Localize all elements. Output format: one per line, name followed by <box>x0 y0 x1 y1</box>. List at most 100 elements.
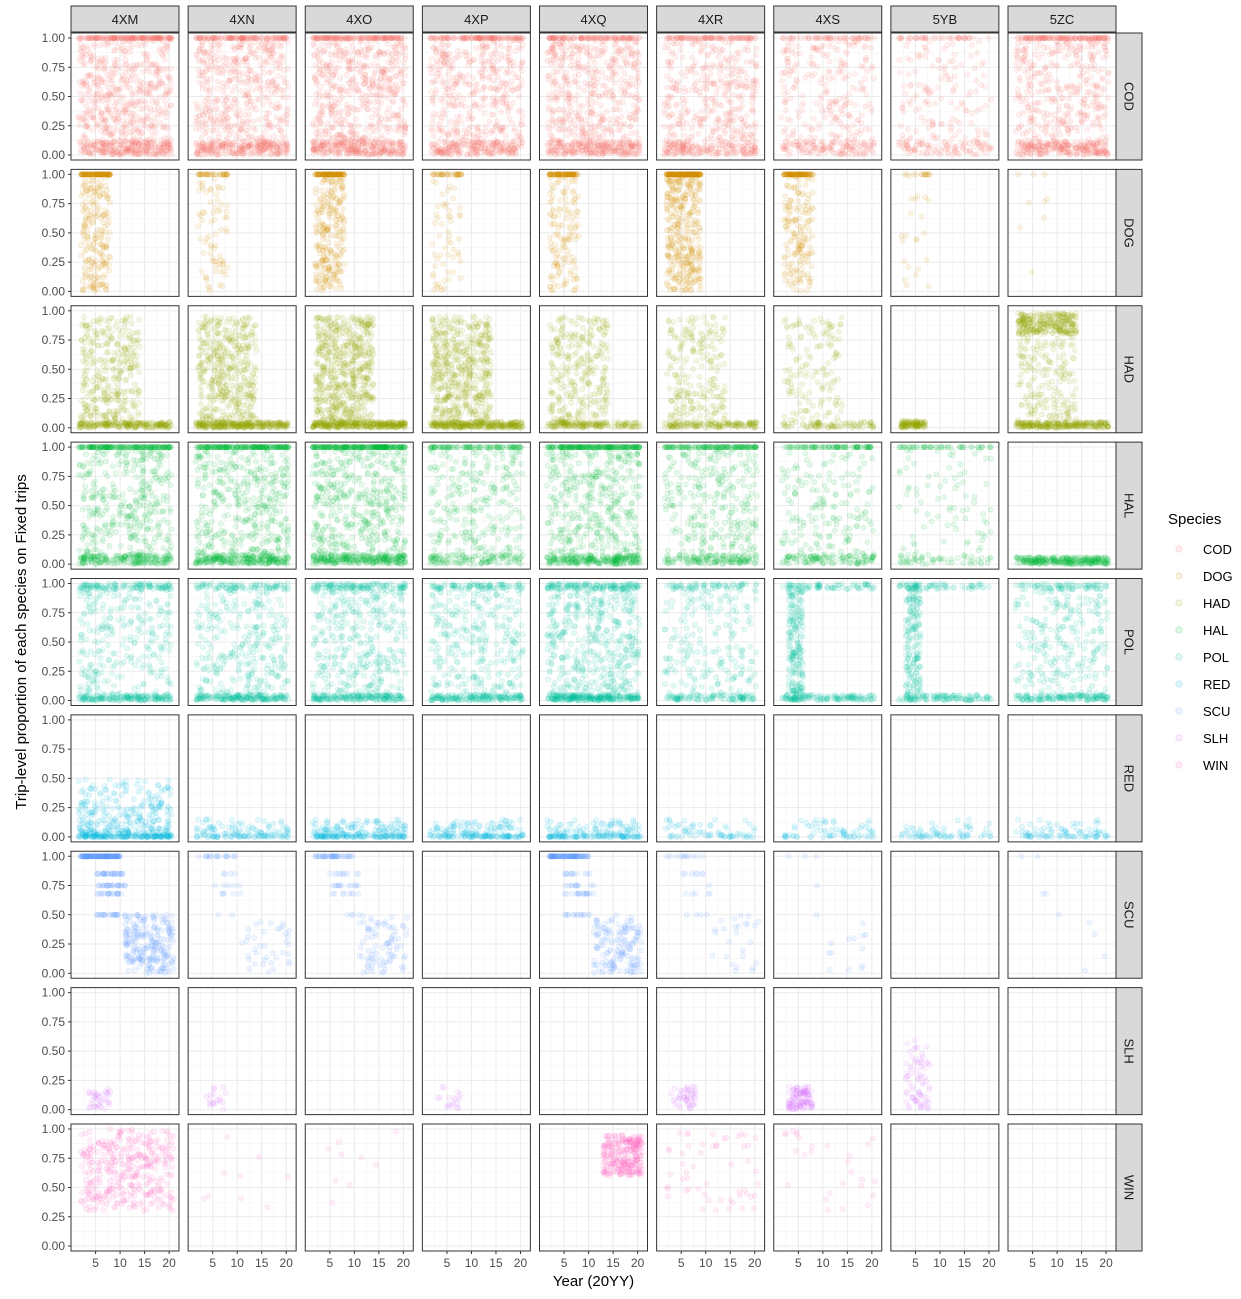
data-point <box>223 98 228 103</box>
data-point <box>327 139 332 144</box>
data-point <box>388 61 393 66</box>
data-point <box>95 91 100 96</box>
data-point <box>114 66 119 71</box>
data-point <box>197 49 202 54</box>
data-point <box>492 48 497 53</box>
data-point <box>492 142 497 147</box>
data-point <box>392 93 397 98</box>
data-point <box>518 77 523 82</box>
data-point <box>105 85 110 90</box>
data-point <box>398 71 403 76</box>
y-tick-label: 0.75 <box>42 60 66 74</box>
data-point <box>392 127 397 132</box>
data-point <box>349 105 354 110</box>
data-point <box>499 52 504 57</box>
data-point <box>331 142 336 147</box>
data-point <box>471 75 476 80</box>
data-point <box>471 132 476 137</box>
data-point <box>126 146 131 151</box>
data-point <box>262 58 267 63</box>
data-point <box>483 67 488 72</box>
data-point <box>134 73 139 78</box>
data-point <box>323 93 328 98</box>
data-point <box>104 127 109 132</box>
data-point <box>242 92 247 97</box>
data-point <box>320 104 325 109</box>
data-point <box>87 74 92 79</box>
data-point <box>168 35 173 40</box>
data-point <box>360 92 365 97</box>
data-point <box>365 42 370 47</box>
column-strip-label: 4XM <box>112 12 139 27</box>
data-point <box>199 135 204 140</box>
data-point <box>147 127 152 132</box>
data-point <box>376 99 381 104</box>
data-point <box>452 127 457 132</box>
data-point <box>218 121 223 126</box>
data-point <box>441 107 446 112</box>
data-point <box>317 63 322 68</box>
data-point <box>435 61 440 66</box>
data-point <box>463 53 468 58</box>
y-tick-label: 0.25 <box>42 119 66 133</box>
data-point <box>285 113 290 118</box>
data-point <box>84 124 89 129</box>
data-point <box>492 71 497 76</box>
data-point <box>429 80 434 85</box>
data-point <box>108 35 113 40</box>
data-point <box>481 61 486 66</box>
data-point <box>248 43 253 48</box>
data-point <box>84 104 89 109</box>
data-point <box>451 142 456 147</box>
data-point <box>359 139 364 144</box>
row-strip-label: COD <box>1122 82 1137 111</box>
data-point <box>311 122 316 127</box>
data-point <box>577 85 582 90</box>
data-point <box>518 46 523 51</box>
column-strip-label: 4XR <box>698 12 723 27</box>
data-point <box>349 145 354 150</box>
data-point <box>400 152 405 157</box>
data-point <box>444 149 449 154</box>
data-point <box>169 84 174 89</box>
data-point <box>383 75 388 80</box>
data-point <box>100 35 105 40</box>
data-point <box>337 58 342 63</box>
data-point <box>369 115 374 120</box>
data-point <box>318 128 323 133</box>
data-point <box>516 108 521 113</box>
data-point <box>118 136 123 141</box>
data-point <box>324 61 329 66</box>
data-point <box>520 60 525 65</box>
data-point <box>193 101 198 106</box>
data-point <box>361 104 366 109</box>
data-point <box>376 49 381 54</box>
data-point <box>229 142 234 147</box>
data-point <box>256 117 261 122</box>
data-point <box>157 94 162 99</box>
data-point <box>80 116 85 121</box>
data-point <box>130 35 135 40</box>
data-point <box>137 151 142 156</box>
data-point <box>472 100 477 105</box>
data-point <box>349 35 354 40</box>
data-point <box>262 130 267 135</box>
data-point <box>473 83 478 88</box>
data-point <box>438 97 443 102</box>
data-point <box>348 138 353 143</box>
data-point <box>471 35 476 40</box>
data-point <box>333 71 338 76</box>
data-point <box>216 48 221 53</box>
data-point <box>214 113 219 118</box>
data-point <box>134 62 139 67</box>
data-point <box>121 94 126 99</box>
data-point <box>398 127 403 132</box>
data-point <box>318 52 323 57</box>
data-point <box>613 80 618 85</box>
data-point <box>465 73 470 78</box>
data-point <box>482 102 487 107</box>
data-point <box>356 123 361 128</box>
data-point <box>281 35 286 40</box>
data-point <box>368 123 373 128</box>
data-point <box>233 69 238 74</box>
